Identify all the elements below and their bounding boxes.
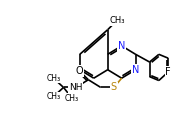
Text: N: N — [118, 41, 125, 51]
Text: F: F — [165, 67, 171, 77]
Text: CH₃: CH₃ — [46, 92, 60, 101]
Text: CH₃: CH₃ — [109, 16, 125, 25]
Text: O: O — [76, 66, 84, 76]
Text: NH: NH — [69, 83, 83, 92]
Text: CH₃: CH₃ — [65, 94, 79, 103]
Text: CH₃: CH₃ — [46, 74, 60, 83]
Text: S: S — [111, 82, 117, 92]
Text: N: N — [132, 65, 139, 75]
